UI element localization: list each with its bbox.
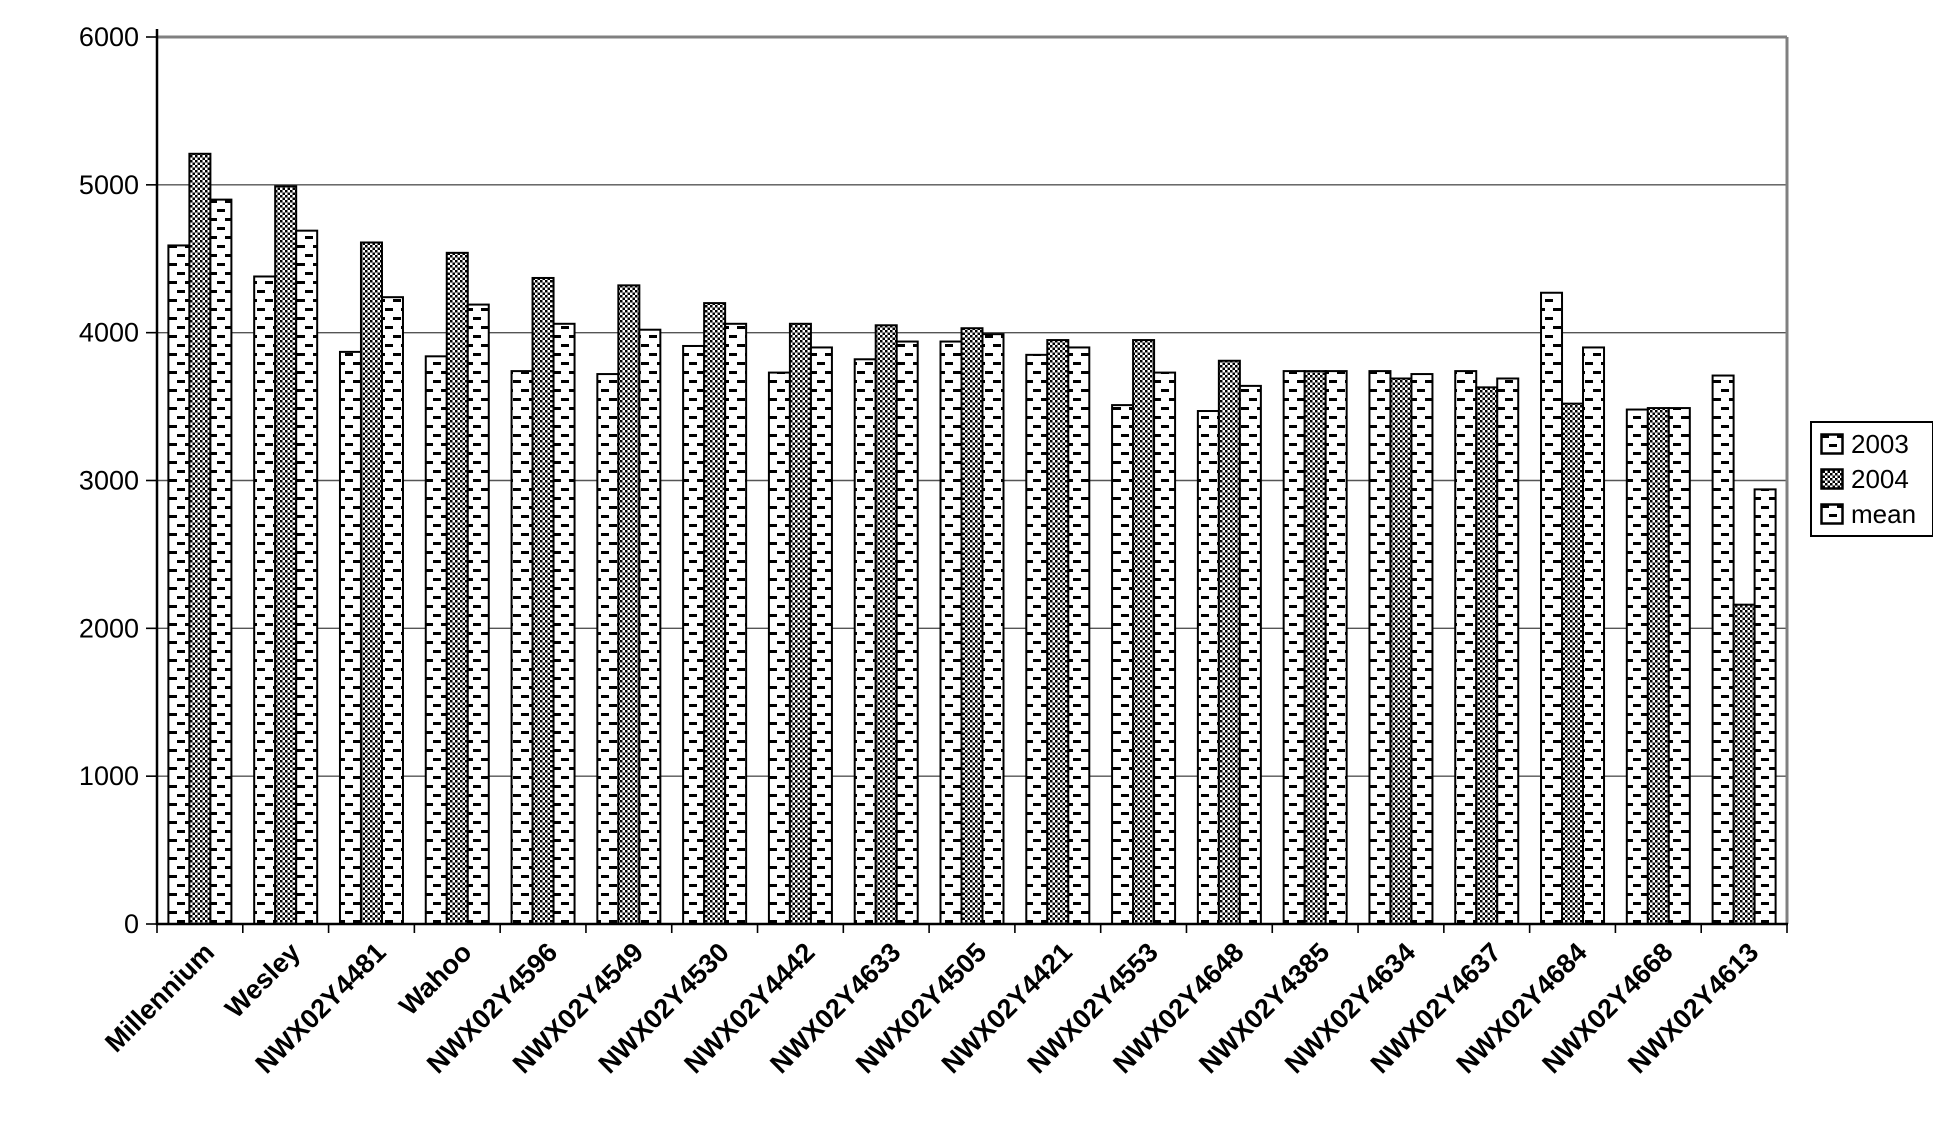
bar-2003-NWX02Y4633 xyxy=(853,358,877,925)
legend-entry-2004: 2004 xyxy=(1820,466,1922,492)
legend-label-2003: 2003 xyxy=(1851,429,1909,459)
bar-2004-NWX02Y4553 xyxy=(1132,339,1156,925)
legend-swatch-2004-icon xyxy=(1820,468,1844,490)
y-tick-label: 6000 xyxy=(79,22,139,52)
bar-mean-Wahoo xyxy=(466,303,490,926)
bar-2003-Wesley xyxy=(253,275,277,925)
bar-2003-NWX02Y4530 xyxy=(682,344,706,925)
bar-2004-NWX02Y4633 xyxy=(874,324,898,925)
bar-mean-NWX02Y4633 xyxy=(895,340,919,925)
bar-2003-Millennium xyxy=(167,244,191,925)
bar-2003-NWX02Y4505 xyxy=(939,340,963,925)
bar-2003-NWX02Y4637 xyxy=(1454,370,1478,925)
bar-2003-NWX02Y4442 xyxy=(767,371,791,925)
bar-2004-NWX02Y4613 xyxy=(1732,603,1756,925)
y-tick-label: 3000 xyxy=(79,466,139,496)
y-tick-label: 0 xyxy=(124,909,139,939)
x-category-label: Millennium xyxy=(99,937,220,1058)
legend: 2003 2004 mean xyxy=(1810,421,1933,537)
bar-2003-NWX02Y4634 xyxy=(1368,370,1392,925)
bar-mean-NWX02Y4442 xyxy=(809,346,833,925)
bar-2003-NWX02Y4421 xyxy=(1025,353,1049,925)
bar-2003-NWX02Y4648 xyxy=(1196,410,1220,926)
x-category-label: Wesley xyxy=(219,937,306,1024)
bar-mean-NWX02Y4549 xyxy=(638,328,662,925)
bar-2004-NWX02Y4596 xyxy=(531,276,555,925)
legend-entry-mean: mean xyxy=(1820,501,1922,527)
bar-2003-NWX02Y4596 xyxy=(510,370,534,925)
bar-mean-NWX02Y4613 xyxy=(1753,488,1777,925)
bar-2003-NWX02Y4668 xyxy=(1625,408,1649,926)
legend-swatch-2003-icon xyxy=(1820,433,1844,455)
bar-mean-NWX02Y4634 xyxy=(1410,373,1434,925)
y-tick-label: 5000 xyxy=(79,170,139,200)
bar-2004-NWX02Y4442 xyxy=(788,322,812,925)
bar-2003-NWX02Y4481 xyxy=(338,350,362,925)
bar-mean-NWX02Y4385 xyxy=(1324,370,1348,925)
bar-mean-NWX02Y4648 xyxy=(1238,384,1262,925)
bar-2003-NWX02Y4553 xyxy=(1111,404,1135,926)
bar-mean-NWX02Y4530 xyxy=(724,322,748,925)
bar-mean-Millennium xyxy=(209,198,233,926)
bar-2004-NWX02Y4421 xyxy=(1046,339,1070,925)
bar-mean-NWX02Y4421 xyxy=(1067,346,1091,925)
legend-swatch-mean-icon xyxy=(1820,503,1844,525)
bar-2003-Wahoo xyxy=(424,355,448,925)
bar-2004-NWX02Y4385 xyxy=(1303,370,1327,925)
y-tick-label: 1000 xyxy=(79,761,139,791)
bar-2004-Wahoo xyxy=(445,251,469,925)
bar-mean-NWX02Y4481 xyxy=(380,296,404,926)
bar-2003-NWX02Y4684 xyxy=(1540,291,1564,926)
bar-2004-NWX02Y4684 xyxy=(1561,402,1585,926)
bar-2004-NWX02Y4637 xyxy=(1475,386,1499,925)
bar-mean-NWX02Y4553 xyxy=(1153,371,1177,925)
bar-2004-NWX02Y4668 xyxy=(1646,407,1670,926)
bar-2004-NWX02Y4648 xyxy=(1217,359,1241,925)
bar-2004-Millennium xyxy=(188,152,212,925)
bar-mean-NWX02Y4684 xyxy=(1582,346,1606,925)
legend-entry-2003: 2003 xyxy=(1820,431,1922,457)
legend-label-2004: 2004 xyxy=(1851,464,1909,494)
bar-2004-Wesley xyxy=(274,185,298,926)
bar-2003-NWX02Y4385 xyxy=(1282,370,1306,925)
y-tick-label: 2000 xyxy=(79,613,139,643)
bar-mean-NWX02Y4505 xyxy=(981,333,1005,925)
bar-mean-NWX02Y4668 xyxy=(1667,407,1691,926)
bar-2004-NWX02Y4549 xyxy=(617,284,641,925)
bar-mean-NWX02Y4637 xyxy=(1496,377,1520,925)
bar-2003-NWX02Y4549 xyxy=(596,373,620,925)
bar-2003-NWX02Y4613 xyxy=(1711,374,1735,925)
bar-2004-NWX02Y4481 xyxy=(359,241,383,925)
bar-2004-NWX02Y4634 xyxy=(1389,377,1413,925)
bar-2004-NWX02Y4505 xyxy=(960,327,984,925)
legend-label-mean: mean xyxy=(1851,499,1917,529)
x-category-label: Wahoo xyxy=(393,937,477,1021)
y-tick-label: 4000 xyxy=(79,318,139,348)
bar-mean-NWX02Y4596 xyxy=(552,322,576,925)
bar-2004-NWX02Y4530 xyxy=(703,302,727,926)
bar-mean-Wesley xyxy=(295,229,319,925)
